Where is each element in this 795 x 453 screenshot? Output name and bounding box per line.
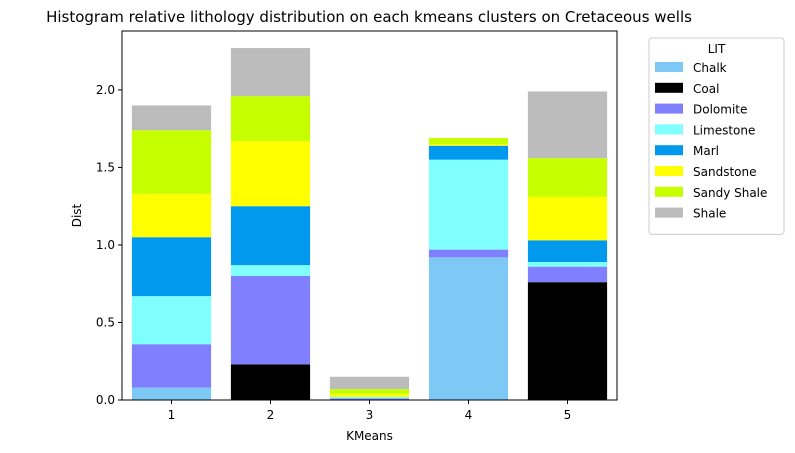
chart-title: Histogram relative lithology distributio…: [46, 8, 692, 26]
bar-segment-sandy-shale-2: [230, 96, 311, 142]
bar-segment-sandy-shale-5: [527, 158, 608, 197]
bar-segment-dolomite-5: [527, 266, 608, 283]
legend-label: Dolomite: [693, 103, 747, 117]
bar-segment-shale-1: [131, 105, 212, 131]
legend: LIT Chalk Coal Dolomite Limestone Marl Sandst…: [648, 37, 785, 235]
legend-label: Coal: [693, 82, 719, 96]
bar-segment-sandy-shale-3: [329, 389, 410, 394]
legend-swatch-sandy-shale: [655, 186, 683, 197]
bar-segment-sandy-shale-4: [428, 137, 509, 145]
bar-segment-limestone-5: [527, 262, 608, 267]
legend-swatch-chalk: [655, 62, 683, 72]
legend-label: Marl: [693, 144, 719, 158]
bar-segment-dolomite-1: [131, 344, 212, 388]
bar-segment-sandy-shale-1: [131, 130, 212, 194]
legend-label: Limestone: [693, 123, 755, 137]
legend-label: Chalk: [693, 61, 727, 75]
bars-group: [131, 48, 608, 400]
x-axis-label: KMeans: [346, 429, 393, 443]
y-tick-label: 0.5: [96, 315, 115, 329]
bar-segment-dolomite-3: [329, 398, 410, 400]
bar-segment-shale-5: [527, 91, 608, 159]
bar-segment-shale-2: [230, 48, 311, 97]
legend-label: Sandstone: [693, 165, 756, 179]
x-tick-label: 4: [465, 408, 473, 422]
legend-swatch-shale: [655, 207, 683, 218]
bar-segment-dolomite-2: [230, 275, 311, 365]
bar-segment-marl-4: [428, 145, 509, 160]
y-tick-label: 0.0: [96, 393, 115, 407]
bar-segment-limestone-2: [230, 265, 311, 276]
x-tick-label: 3: [366, 408, 374, 422]
x-tick-label: 5: [564, 408, 572, 422]
bar-segment-shale-3: [329, 376, 410, 390]
x-tick-label: 2: [267, 408, 275, 422]
bar-segment-sandstone-4: [428, 144, 509, 146]
legend-swatch-coal: [655, 82, 683, 93]
legend-label: Sandy Shale: [693, 186, 767, 200]
y-axis-label: Dist: [70, 203, 84, 227]
legend-swatch-marl: [655, 145, 683, 156]
bar-segment-marl-1: [131, 237, 212, 297]
y-tick-label: 2.0: [96, 83, 115, 97]
bar-segment-chalk-1: [131, 387, 212, 400]
bar-segment-marl-2: [230, 206, 311, 266]
bar-segment-limestone-3: [329, 396, 410, 399]
bar-segment-sandstone-2: [230, 141, 311, 207]
x-axis-ticks: 1 2 3 4 5: [168, 400, 572, 422]
bar-segment-limestone-1: [131, 296, 212, 345]
y-axis-ticks: 0.0 0.5 1.0 1.5 2.0: [96, 83, 122, 407]
bar-segment-coal-5: [527, 282, 608, 400]
y-tick-label: 1.0: [96, 238, 115, 252]
legend-swatch-dolomite: [655, 103, 683, 114]
y-tick-label: 1.5: [96, 160, 115, 174]
bar-segment-dolomite-4: [428, 249, 509, 258]
bar-segment-sandstone-3: [329, 393, 410, 397]
bar-segment-limestone-4: [428, 159, 509, 250]
bar-segment-marl-5: [527, 240, 608, 263]
legend-label: Shale: [693, 207, 726, 221]
bar-segment-sandstone-5: [527, 196, 608, 241]
legend-title: LIT: [708, 42, 726, 56]
bar-segment-coal-2: [230, 364, 311, 400]
bar-segment-chalk-4: [428, 257, 509, 400]
bar-segment-sandstone-1: [131, 193, 212, 238]
legend-swatch-limestone: [655, 124, 683, 135]
legend-swatch-sandstone: [655, 166, 683, 176]
x-tick-label: 1: [168, 408, 176, 422]
